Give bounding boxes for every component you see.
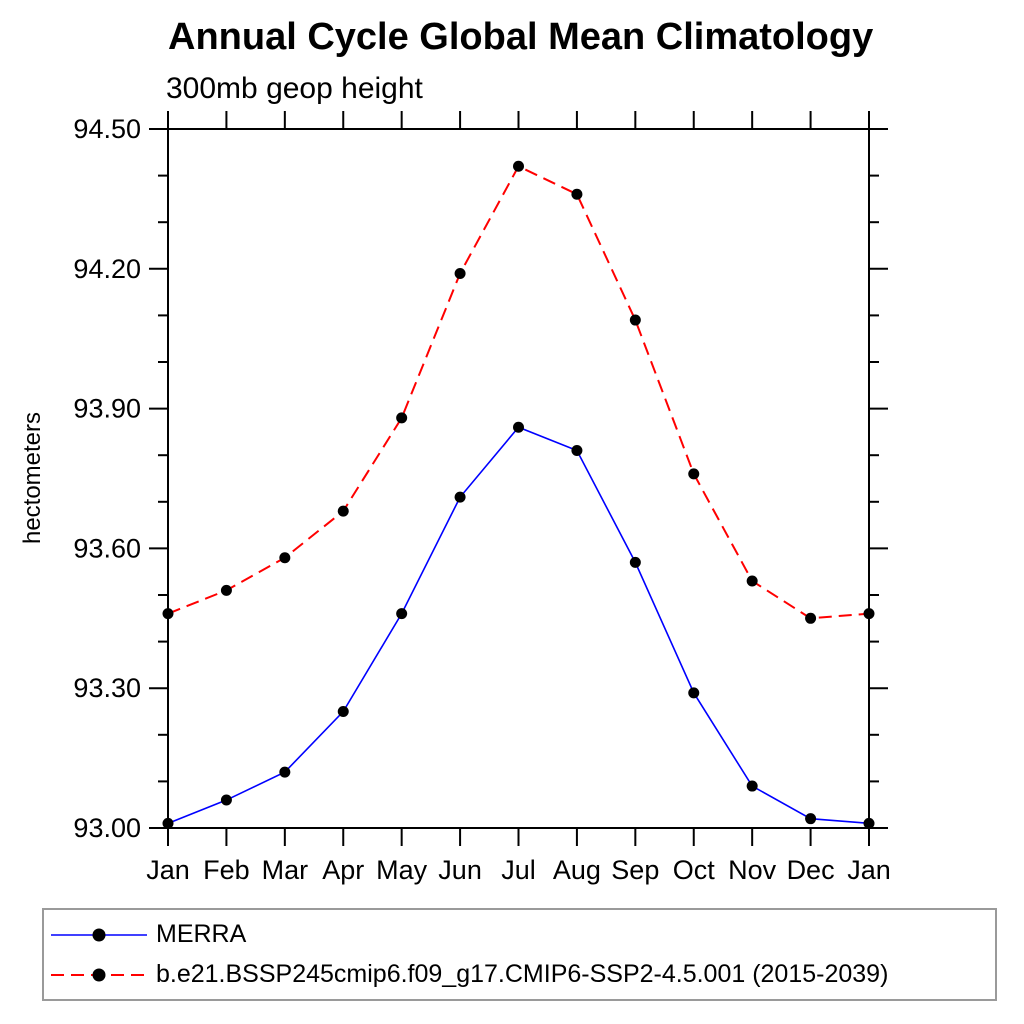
model-point-marker	[746, 575, 758, 587]
x-tick-label: Jul	[501, 855, 536, 885]
x-tick-label: May	[376, 855, 428, 885]
x-tick-label: Feb	[203, 855, 250, 885]
y-tick-label: 94.20	[73, 254, 141, 284]
merra-point-marker	[279, 766, 291, 778]
merra-point-marker	[746, 780, 758, 792]
merra-point-marker	[396, 608, 408, 620]
x-tick-label: Sep	[611, 855, 659, 885]
model-line-sample	[51, 968, 147, 981]
y-tick-label: 93.30	[73, 673, 141, 703]
x-tick-label: Apr	[322, 855, 364, 885]
legend-row-merra: MERRA	[44, 915, 995, 955]
legend-label-merra: MERRA	[156, 920, 247, 948]
model-point-marker	[220, 584, 232, 596]
x-tick-label: Jan	[847, 855, 891, 885]
x-tick-label: Jan	[146, 855, 190, 885]
model-point-marker	[688, 468, 700, 480]
merra-line	[167, 426, 870, 825]
merra-point-marker	[805, 813, 817, 825]
legend: MERRA b.e21.BSSP245cmip6.f09_g17.CMIP6-S…	[42, 908, 997, 1001]
model-point-marker	[513, 160, 524, 172]
model-sample-marker-icon	[92, 968, 106, 981]
model-point-marker	[629, 314, 641, 326]
merra-point-marker	[513, 421, 524, 433]
merra-point-marker	[571, 445, 583, 457]
legend-row-model: b.e21.BSSP245cmip6.f09_g17.CMIP6-SSP2-4.…	[44, 955, 995, 995]
model-line	[167, 164, 870, 620]
model-point-marker	[337, 505, 349, 517]
merra-sample-marker-icon	[92, 928, 106, 941]
model-point-marker	[162, 608, 174, 620]
y-tick-label: 94.50	[73, 114, 141, 144]
plot-frame	[167, 128, 870, 829]
x-tick-label: Nov	[728, 855, 777, 885]
model-point-marker	[571, 188, 583, 200]
merra-point-marker	[162, 817, 174, 829]
y-axis-label: hectometers	[19, 412, 46, 544]
merra-point-marker	[629, 556, 641, 568]
model-point-marker	[805, 612, 817, 624]
x-tick-label: Oct	[673, 855, 716, 885]
merra-point-marker	[863, 817, 875, 829]
merra-point-marker	[688, 687, 700, 699]
y-tick-label: 93.00	[73, 813, 141, 843]
x-tick-label: Jun	[438, 855, 482, 885]
merra-point-marker	[454, 491, 466, 503]
y-tick-label: 93.90	[73, 394, 141, 424]
model-point-marker	[279, 552, 291, 564]
merra-point-marker	[220, 794, 232, 806]
merra-point-marker	[337, 706, 349, 717]
y-tick-label: 93.60	[73, 533, 141, 563]
merra-line-sample	[51, 928, 147, 941]
legend-label-model: b.e21.BSSP245cmip6.f09_g17.CMIP6-SSP2-4.…	[156, 960, 889, 988]
x-tick-label: Dec	[787, 855, 835, 885]
x-tick-label: Aug	[553, 855, 601, 885]
model-point-marker	[863, 608, 875, 620]
model-point-marker	[454, 267, 466, 279]
x-tick-label: Mar	[262, 855, 309, 885]
chart-subtitle: 300mb geop height	[166, 72, 423, 105]
chart-title: Annual Cycle Global Mean Climatology	[168, 16, 874, 58]
model-point-marker	[396, 412, 408, 424]
